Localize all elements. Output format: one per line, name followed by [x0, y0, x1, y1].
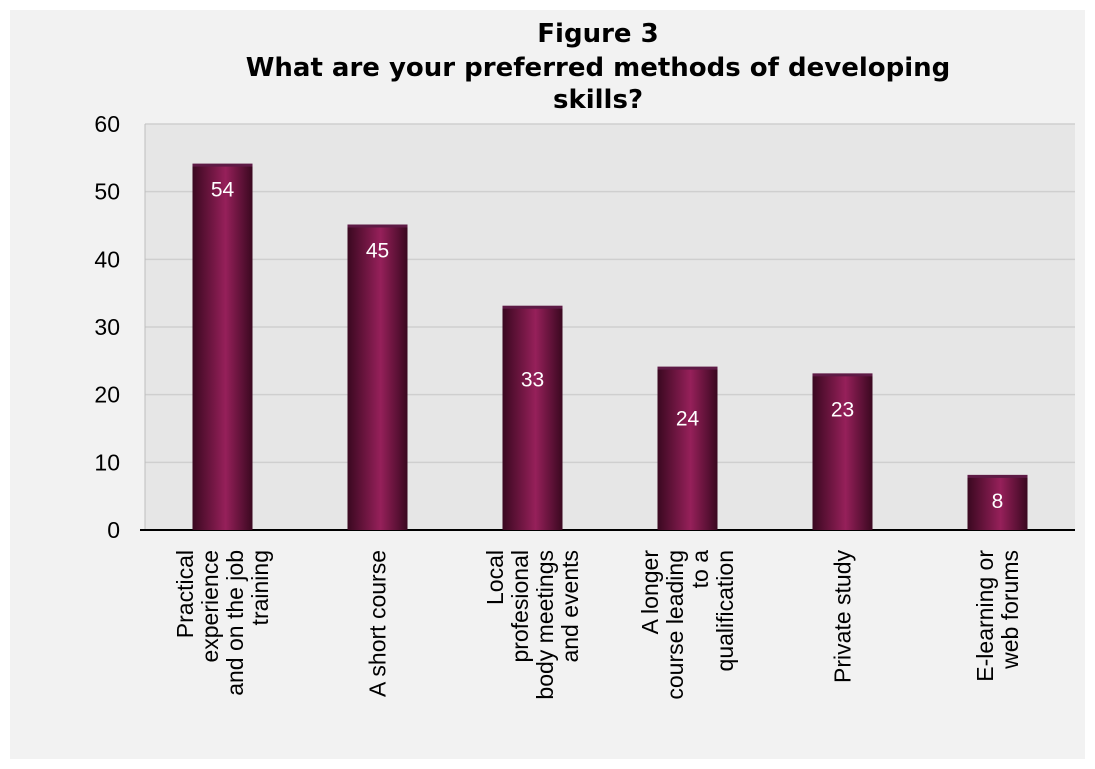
- x-category-label-line: web forums: [997, 550, 1023, 670]
- x-category-label-line: Private study: [830, 550, 856, 683]
- bar: [347, 225, 408, 530]
- x-category-label: Practicalexperienceand on the jobtrainin…: [172, 550, 273, 696]
- x-category-label-line: A longer: [637, 550, 663, 635]
- x-category-label-line: body meetings: [532, 550, 558, 700]
- data-label: 24: [676, 408, 700, 431]
- y-tick-label: 40: [94, 246, 120, 272]
- x-category-label-line: A short course: [365, 550, 391, 697]
- y-tick-label: 0: [107, 517, 120, 543]
- y-tick-label: 30: [94, 314, 120, 340]
- chart-subtitle-line: What are your preferred methods of devel…: [246, 53, 951, 83]
- data-label: 54: [211, 179, 235, 202]
- x-category-label-line: Practical: [172, 550, 198, 638]
- x-category-label-line: profesional: [507, 550, 533, 663]
- bar-top-cap: [502, 305, 563, 309]
- y-tick-label: 50: [94, 179, 120, 205]
- bar-top-cap: [192, 163, 253, 167]
- x-category-label-line: Local: [482, 550, 508, 605]
- data-label: 23: [831, 398, 854, 421]
- x-category-label-line: training: [247, 550, 273, 625]
- data-label: 8: [992, 490, 1004, 513]
- bar: [812, 374, 873, 530]
- bar-top-cap: [812, 373, 873, 377]
- chart-title: Figure 3: [537, 19, 658, 49]
- y-tick-label: 60: [94, 111, 120, 137]
- bar: [967, 475, 1028, 530]
- x-category-label: A short course: [365, 550, 391, 697]
- x-category-label: Localprofesionalbody meetingsand events: [482, 550, 583, 700]
- y-tick-label: 20: [94, 382, 120, 408]
- x-category-label-line: E-learning or: [972, 550, 998, 682]
- x-category-label-line: to a: [687, 550, 713, 589]
- data-label: 33: [521, 369, 544, 392]
- x-category-label-line: qualification: [712, 550, 738, 671]
- x-category-label-line: course leading: [662, 550, 688, 700]
- x-category-label: Private study: [830, 550, 856, 683]
- bar: [192, 164, 253, 530]
- x-category-label-line: and on the job: [222, 550, 248, 696]
- x-category-label: E-learning orweb forums: [972, 550, 1023, 682]
- data-label: 45: [366, 240, 389, 263]
- bar-top-cap: [347, 224, 408, 228]
- x-category-label-line: experience: [197, 550, 223, 663]
- chart-subtitle-line: skills?: [553, 85, 643, 115]
- bar-top-cap: [657, 366, 718, 370]
- y-tick-label: 10: [94, 449, 120, 475]
- x-category-label: A longercourse leadingto aqualification: [637, 550, 738, 700]
- x-category-label-line: and events: [557, 550, 583, 663]
- bar: [657, 367, 718, 530]
- bar: [502, 306, 563, 530]
- bar-top-cap: [967, 474, 1028, 478]
